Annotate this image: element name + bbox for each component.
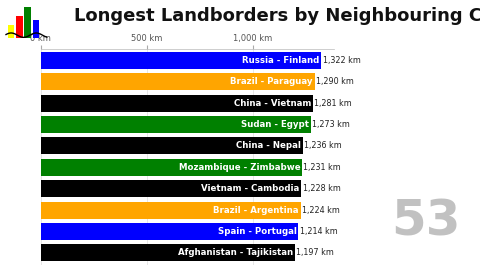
Text: 53: 53 — [391, 198, 461, 246]
Text: Brazil - Argentina: Brazil - Argentina — [213, 205, 299, 215]
Text: 1,224 km: 1,224 km — [302, 205, 340, 215]
Text: 1,214 km: 1,214 km — [300, 227, 337, 236]
Bar — [41, 244, 295, 261]
Bar — [41, 180, 301, 197]
Text: Brazil - Paraguay: Brazil - Paraguay — [230, 77, 313, 86]
Bar — [41, 159, 302, 176]
Bar — [33, 20, 39, 38]
Text: 1,236 km: 1,236 km — [304, 141, 342, 150]
Text: Russia - Finland: Russia - Finland — [242, 56, 320, 65]
Text: 1,228 km: 1,228 km — [302, 184, 340, 193]
Text: 1,290 km: 1,290 km — [316, 77, 354, 86]
Text: 1,273 km: 1,273 km — [312, 120, 350, 129]
Bar — [41, 201, 300, 219]
Text: 1,281 km: 1,281 km — [314, 99, 352, 108]
Bar — [41, 116, 311, 133]
Bar — [41, 137, 303, 154]
Text: Vietnam - Cambodia: Vietnam - Cambodia — [202, 184, 300, 193]
Bar — [41, 52, 321, 69]
Text: Spain - Portugal: Spain - Portugal — [218, 227, 297, 236]
Bar — [16, 16, 23, 38]
Text: China - Nepal: China - Nepal — [237, 141, 301, 150]
Text: 1,197 km: 1,197 km — [296, 248, 334, 257]
Text: China - Vietnam: China - Vietnam — [234, 99, 311, 108]
Text: Mozambique - Zimbabwe: Mozambique - Zimbabwe — [179, 163, 300, 172]
Bar — [41, 94, 312, 112]
Bar — [24, 7, 31, 38]
Text: Sudan - Egypt: Sudan - Egypt — [241, 120, 309, 129]
Text: 1,231 km: 1,231 km — [303, 163, 341, 172]
Text: Afghanistan - Tajikistan: Afghanistan - Tajikistan — [178, 248, 293, 257]
Bar — [41, 73, 314, 90]
Bar — [8, 25, 14, 38]
Text: Longest Landborders by Neighbouring Countries: Longest Landborders by Neighbouring Coun… — [74, 7, 480, 25]
Bar — [41, 223, 299, 240]
Text: 1,322 km: 1,322 km — [323, 56, 360, 65]
